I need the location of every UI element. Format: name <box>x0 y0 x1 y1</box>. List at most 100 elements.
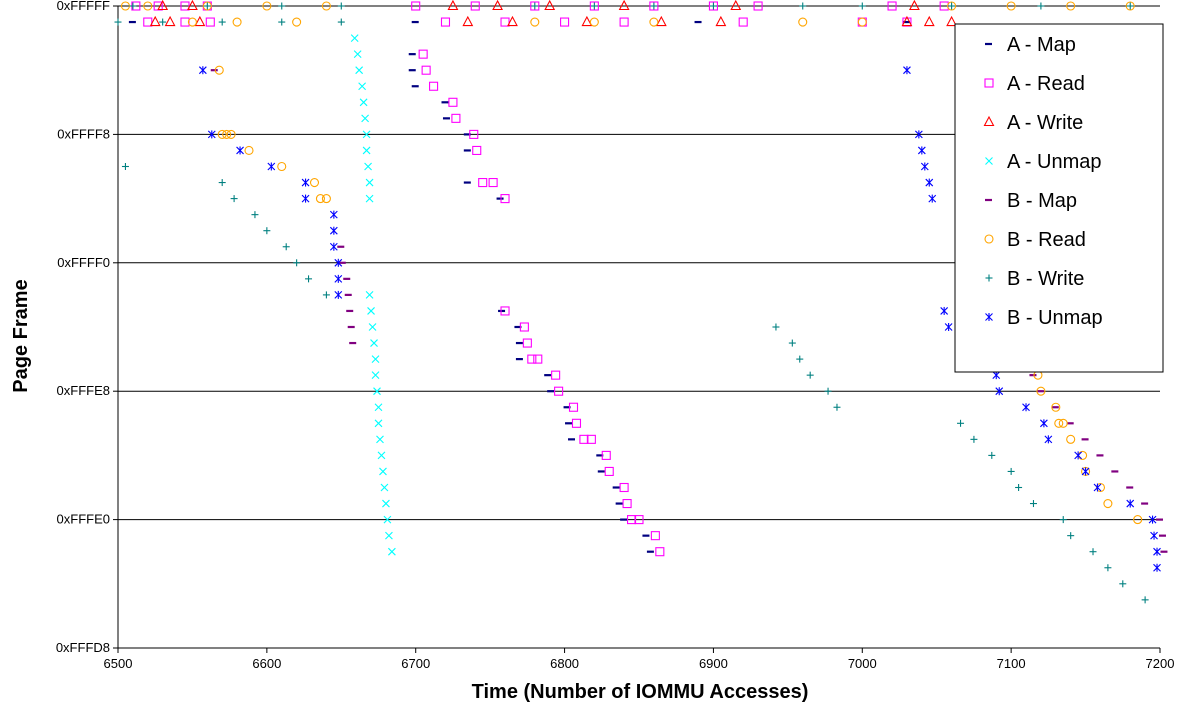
data-point <box>1044 435 1053 444</box>
data-point <box>202 1 212 11</box>
series-3 <box>149 0 958 27</box>
data-point <box>187 17 197 27</box>
data-point <box>371 355 380 363</box>
data-point <box>205 17 215 27</box>
data-point <box>371 371 380 380</box>
data-point <box>362 130 371 139</box>
x-tick-label: 7200 <box>1146 656 1175 671</box>
data-point <box>622 498 632 509</box>
data-point <box>292 17 302 27</box>
data-point <box>321 194 331 204</box>
data-point <box>1103 498 1113 509</box>
data-point <box>334 258 343 267</box>
data-point <box>379 467 387 476</box>
data-point <box>708 1 718 11</box>
x-tick-label: 6800 <box>550 656 579 671</box>
data-point <box>1058 418 1068 428</box>
data-point <box>650 531 660 541</box>
data-point <box>1054 418 1064 428</box>
legend-item: B - Map <box>985 190 1077 212</box>
data-point <box>901 15 913 27</box>
data-point <box>1126 499 1135 508</box>
data-point <box>730 0 742 11</box>
legend: A - Map A - Read A - Write A - Unmap B - Map… <box>954 23 1164 373</box>
data-point <box>411 1 421 11</box>
data-point <box>1119 580 1127 588</box>
data-point <box>143 1 153 11</box>
data-point <box>560 17 570 27</box>
data-point <box>263 227 271 235</box>
data-point <box>627 515 637 525</box>
data-point <box>337 2 345 10</box>
y-tick-label: 0xFFFE0 <box>57 512 110 527</box>
data-point <box>568 402 579 412</box>
series-6 <box>120 1 1143 525</box>
data-point <box>488 178 498 188</box>
data-point <box>1036 386 1046 396</box>
data-point <box>374 403 383 412</box>
data-point <box>590 2 598 10</box>
data-point <box>500 306 510 316</box>
data-point <box>374 419 383 428</box>
legend-label: B - Map <box>1007 190 1077 212</box>
y-tick-label: 0xFFFD8 <box>56 640 110 655</box>
data-point <box>589 17 599 27</box>
legend-label: A - Write <box>1007 112 1083 134</box>
data-point <box>418 49 428 59</box>
data-point <box>159 18 167 26</box>
tick-labels: 0xFFFD8 0xFFFE0 0xFFFE8 0xFFFF0 0xFFFF8 0xFFF… <box>56 0 1175 671</box>
data-point <box>187 0 198 11</box>
data-point <box>278 2 286 10</box>
data-point <box>180 1 190 11</box>
x-tick-label: 6500 <box>104 656 133 671</box>
data-point <box>947 1 957 11</box>
data-point <box>507 15 518 27</box>
data-point <box>218 179 226 187</box>
data-point <box>619 17 629 27</box>
data-point <box>1007 467 1015 475</box>
data-point <box>917 146 926 155</box>
data-point <box>1148 515 1157 524</box>
data-point <box>970 435 978 443</box>
data-point <box>353 50 362 59</box>
data-point <box>267 162 276 171</box>
data-point <box>1067 532 1075 540</box>
data-point <box>1037 2 1045 10</box>
legend-label: A - Unmap <box>1007 151 1101 173</box>
data-point <box>1081 467 1090 476</box>
data-point <box>447 0 459 11</box>
data-point <box>649 17 659 27</box>
data-point <box>571 418 582 428</box>
data-point <box>226 129 236 139</box>
y-tick-label: 0xFFFE8 <box>57 383 110 398</box>
data-point <box>715 15 727 27</box>
data-point <box>634 515 644 525</box>
x-tick-label: 7000 <box>848 656 877 671</box>
data-point <box>604 466 614 477</box>
data-point <box>581 15 593 27</box>
data-point <box>650 2 658 10</box>
data-point <box>377 451 386 460</box>
x-axis-title: Time (Number of IOMMU Accesses) <box>472 681 809 703</box>
data-point <box>589 1 599 11</box>
data-point <box>334 274 343 283</box>
data-point <box>478 178 488 188</box>
data-point <box>368 323 377 331</box>
y-tick-label: 0xFFFF0 <box>57 255 110 270</box>
data-point <box>1022 403 1030 412</box>
data-point <box>232 17 242 27</box>
data-point <box>451 113 461 123</box>
data-point <box>380 483 389 492</box>
data-point <box>470 1 480 11</box>
data-point <box>262 1 272 11</box>
data-point <box>824 387 832 395</box>
data-point <box>362 146 371 155</box>
data-point <box>500 194 510 204</box>
data-point <box>799 2 807 10</box>
data-point <box>355 66 364 75</box>
legend-marker <box>985 157 993 165</box>
data-point <box>329 210 338 219</box>
data-point <box>293 259 301 267</box>
data-point <box>277 161 287 172</box>
data-point <box>180 17 190 27</box>
